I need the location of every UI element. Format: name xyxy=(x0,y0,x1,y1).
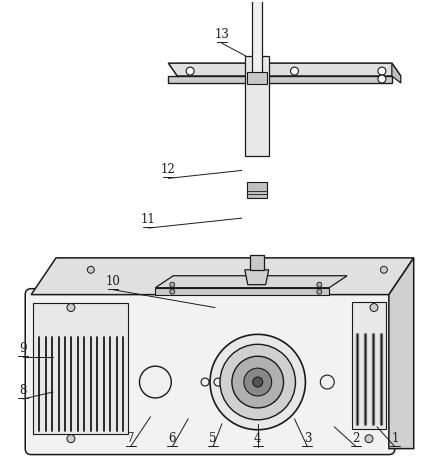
Text: 4: 4 xyxy=(254,432,261,445)
Circle shape xyxy=(139,366,171,398)
Circle shape xyxy=(378,75,386,83)
Text: 10: 10 xyxy=(105,275,120,288)
Circle shape xyxy=(220,344,295,420)
Polygon shape xyxy=(392,63,401,83)
Circle shape xyxy=(210,334,305,430)
Polygon shape xyxy=(155,276,347,288)
Circle shape xyxy=(244,368,272,396)
Circle shape xyxy=(232,356,283,408)
Circle shape xyxy=(214,378,222,386)
Bar xyxy=(352,302,386,429)
Text: 13: 13 xyxy=(215,28,229,41)
Bar xyxy=(247,183,267,198)
Polygon shape xyxy=(250,255,264,270)
Circle shape xyxy=(370,304,378,312)
Text: 9: 9 xyxy=(19,342,27,355)
Polygon shape xyxy=(155,288,329,295)
Text: 8: 8 xyxy=(19,384,27,397)
Circle shape xyxy=(170,282,175,287)
Circle shape xyxy=(317,282,322,287)
Text: 3: 3 xyxy=(304,432,311,445)
Polygon shape xyxy=(168,63,401,76)
Circle shape xyxy=(67,435,75,443)
Circle shape xyxy=(291,67,298,75)
Text: 7: 7 xyxy=(127,432,134,445)
Circle shape xyxy=(365,435,373,443)
Bar xyxy=(252,0,262,76)
Text: 1: 1 xyxy=(391,432,399,445)
Bar xyxy=(33,303,128,434)
Polygon shape xyxy=(168,76,392,83)
Text: 2: 2 xyxy=(353,432,360,445)
Circle shape xyxy=(378,67,386,75)
Bar xyxy=(247,72,267,84)
Circle shape xyxy=(253,377,263,387)
Text: 6: 6 xyxy=(169,432,176,445)
Text: 12: 12 xyxy=(161,163,176,176)
Circle shape xyxy=(87,266,94,273)
Polygon shape xyxy=(245,270,269,285)
Circle shape xyxy=(381,266,387,273)
FancyBboxPatch shape xyxy=(25,289,395,455)
Circle shape xyxy=(317,289,322,294)
Polygon shape xyxy=(389,258,414,448)
Circle shape xyxy=(227,378,235,386)
Circle shape xyxy=(170,289,175,294)
Text: 5: 5 xyxy=(209,432,217,445)
Circle shape xyxy=(186,67,194,75)
Circle shape xyxy=(67,304,75,312)
Text: 11: 11 xyxy=(141,213,156,226)
Circle shape xyxy=(320,375,334,389)
Bar xyxy=(245,56,269,156)
Circle shape xyxy=(201,378,209,386)
Polygon shape xyxy=(31,258,414,295)
